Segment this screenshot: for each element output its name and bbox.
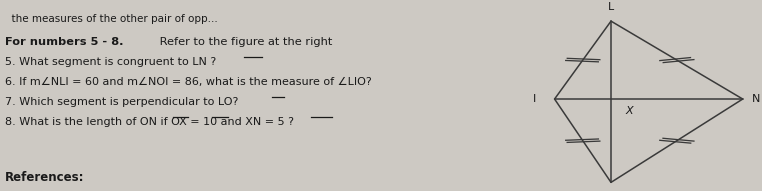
Text: 7: 7 xyxy=(5,97,12,107)
Text: 8. What is the length of ON if OX = 10 and XN: 8. What is the length of ON if OX = 10 a… xyxy=(5,117,261,127)
Text: 5: 5 xyxy=(5,57,12,67)
Text: 8. What is the length of ON if OX = 10 and: 8. What is the length of ON if OX = 10 a… xyxy=(5,117,245,127)
Text: Refer to the figure at the right: Refer to the figure at the right xyxy=(156,37,332,47)
Text: 7. Which segment is perpendicular to LO?: 7. Which segment is perpendicular to LO? xyxy=(5,97,239,107)
Text: 8. What is the length of: 8. What is the length of xyxy=(5,117,136,127)
Text: 8: 8 xyxy=(5,117,12,127)
Text: 6. If m∠NLI = 60 and m∠NOI = 86, what is the measure of ∠LIO?: 6. If m∠NLI = 60 and m∠NOI = 86, what is… xyxy=(5,77,372,87)
Text: 5. What segment is congruent to LN ?: 5. What segment is congruent to LN ? xyxy=(5,57,216,67)
Text: 8. What is the length of ON if OX = 10 and XN = 5 ?: 8. What is the length of ON if OX = 10 a… xyxy=(5,117,294,127)
Text: 5. What segment is congruent to: 5. What segment is congruent to xyxy=(5,57,192,67)
Text: For numbers 5 - 8.: For numbers 5 - 8. xyxy=(5,37,123,47)
Text: N: N xyxy=(752,94,760,104)
Text: L: L xyxy=(608,2,614,12)
Text: 8: 8 xyxy=(5,117,12,127)
Text: 7. Which segment is perpendicular to L: 7. Which segment is perpendicular to L xyxy=(5,97,224,107)
Text: 8. What is the length of O: 8. What is the length of O xyxy=(5,117,149,127)
Text: References:: References: xyxy=(5,172,85,185)
Text: $X$: $X$ xyxy=(625,104,635,117)
Text: 7. Which segment is perpendicular to: 7. Which segment is perpendicular to xyxy=(5,97,215,107)
Text: 8. What is the length of ON if O: 8. What is the length of ON if O xyxy=(5,117,180,127)
Text: 8: 8 xyxy=(5,117,12,127)
Text: 5. What segment is congruent to LN: 5. What segment is congruent to LN xyxy=(5,57,207,67)
Text: I: I xyxy=(533,94,536,104)
Text: the measures of the other pair of opp...: the measures of the other pair of opp... xyxy=(5,14,218,24)
Text: 8. What is the length of ON if: 8. What is the length of ON if xyxy=(5,117,168,127)
